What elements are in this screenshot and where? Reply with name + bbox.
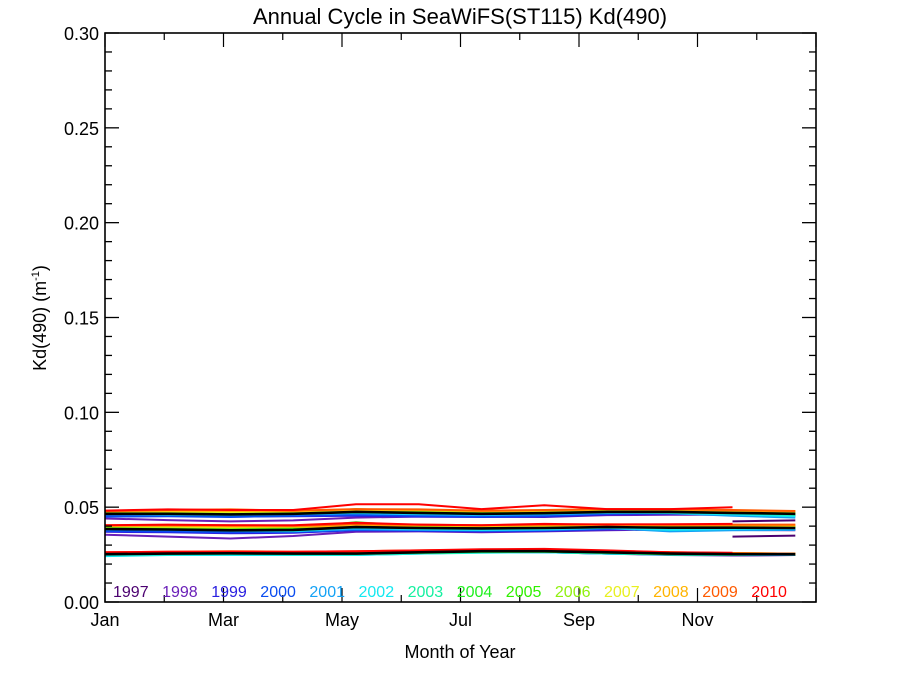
x-tick-label: Jul [449,610,472,630]
legend-item-2002: 2002 [359,584,395,601]
y-axis-label-close: ) [30,265,50,271]
legend-item-2006: 2006 [555,584,591,601]
x-tick-label: May [325,610,359,630]
y-tick-label: 0.25 [64,119,99,139]
legend-item-2001: 2001 [309,584,345,601]
y-tick-label: 0.05 [64,498,99,518]
series-line-mean-group-3 [104,549,796,556]
series-line-1997-group-2 [732,534,796,538]
legend-item-2010: 2010 [751,584,787,601]
x-axis-label: Month of Year [404,642,515,662]
y-axis: 0.00 0.05 0.10 0.15 0.20 0.25 0.30 [64,24,816,613]
legend-item-2007: 2007 [604,584,640,601]
y-tick-label: 0.30 [64,24,99,44]
series-1999 [104,512,796,556]
series-2010 [104,503,733,554]
x-tick-label: Jan [90,610,119,630]
legend-item-2005: 2005 [506,584,542,601]
legend-item-2004: 2004 [457,584,493,601]
legend-item-2003: 2003 [408,584,444,601]
y-axis-label: Kd(490) (m-1) [30,265,50,371]
series-line-2010-group-1 [104,503,733,512]
y-axis-label-superscript: -1 [30,271,42,281]
legend-item-1998: 1998 [162,584,198,601]
legend-item-2000: 2000 [260,584,296,601]
series-line-2010-group-3 [104,547,733,554]
series-line-1997-group-1 [732,519,796,523]
y-tick-label: 0.20 [64,214,99,234]
series-mean [104,510,796,556]
plot-lines [104,503,796,558]
x-tick-label: Mar [208,610,239,630]
y-tick-label: 0.10 [64,403,99,423]
legend-item-1997: 1997 [113,584,149,601]
legend: 1997 1998 1999 2000 2001 2002 2003 2004 2005 2006… [113,584,787,601]
x-tick-label: Nov [681,610,713,630]
legend-item-2008: 2008 [653,584,689,601]
series-line-2010-group-2 [104,521,733,527]
series-line-mean-group-1 [105,510,796,516]
y-axis-label-base: Kd(490) (m [30,281,50,371]
legend-item-2009: 2009 [702,584,738,601]
y-tick-label: 0.00 [64,593,99,613]
x-tick-label: Sep [563,610,595,630]
series-2000 [104,511,796,556]
x-axis: Jan Mar May Jul Sep Nov [90,33,817,630]
series-line-mean-group-2 [104,525,796,532]
y-tick-label: 0.15 [64,309,99,329]
legend-item-1999: 1999 [211,584,247,601]
chart-title: Annual Cycle in SeaWiFS(ST115) Kd(490) [253,4,667,29]
